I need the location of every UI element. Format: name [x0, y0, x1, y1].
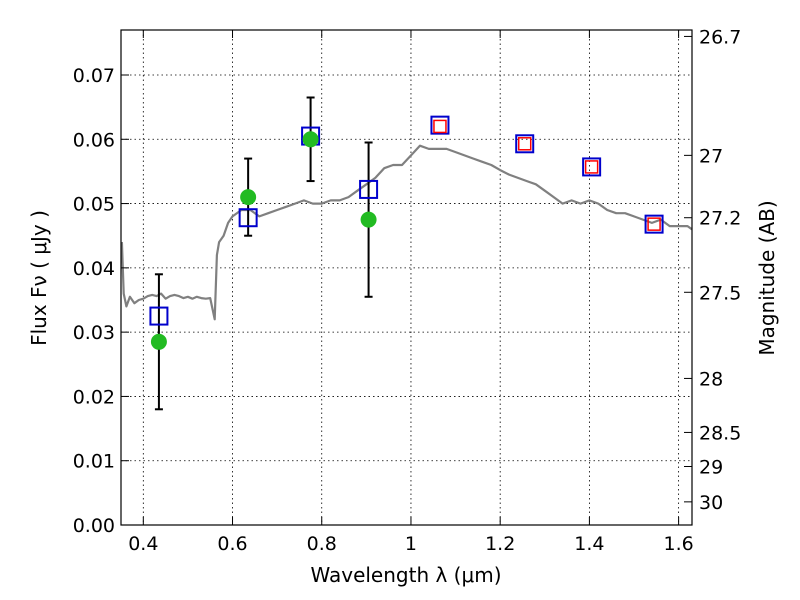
markers — [149, 115, 664, 350]
x-tick-label: 0.6 — [217, 533, 247, 555]
observed-flux-point — [240, 189, 257, 206]
y2-tick-label: 29 — [699, 457, 723, 479]
model-photometry-square — [582, 157, 602, 177]
ticks: 0.4 0.6 0.8 1 1.2 1.4 1.6 0.00 0.01 0.02 0.03 0.04 0… — [73, 26, 742, 555]
model-spectrum-line — [120, 144, 693, 321]
x-tick-label: 1 — [405, 533, 417, 555]
y-tick-label: 0.03 — [73, 322, 115, 344]
x-tick-label: 0.4 — [128, 533, 158, 555]
model-photometry-square — [238, 208, 258, 228]
x-tick-label: 1.2 — [485, 533, 515, 555]
axes — [120, 29, 693, 526]
y2-tick-label: 30 — [699, 492, 723, 514]
model-photometry-square — [430, 115, 450, 135]
model-photometry-square — [149, 306, 169, 326]
x-axis-label: Wavelength λ (μm) — [310, 563, 501, 587]
y-tick-label: 0.04 — [73, 258, 115, 280]
x-tick-label: 1.4 — [574, 533, 604, 555]
observed-upper-square — [584, 160, 599, 174]
y-tick-label: 0.01 — [73, 451, 115, 473]
model-photometry-square — [359, 179, 379, 199]
observed-upper-square — [647, 217, 661, 231]
y2-tick-label: 28.5 — [699, 422, 741, 444]
y-tick-label: 0.06 — [73, 129, 115, 151]
plot-frame — [120, 29, 693, 526]
observed-flux-point — [302, 131, 319, 148]
model-photometry-square — [515, 134, 535, 154]
y2-axis-label: Magnitude (AB) — [755, 200, 779, 355]
y-tick-label: 0.02 — [73, 386, 115, 408]
observed-upper-square — [517, 137, 532, 151]
model-spectrum-layer — [120, 144, 693, 321]
y2-tick-label: 27.2 — [699, 208, 741, 230]
y2-tick-label: 27.5 — [699, 282, 741, 304]
y2-tick-label: 27 — [699, 145, 723, 167]
y2-tick-label: 28 — [699, 368, 723, 390]
y-tick-label: 0.00 — [73, 515, 115, 537]
y2-tick-label: 26.7 — [699, 26, 741, 48]
x-tick-label: 1.6 — [664, 533, 694, 555]
observed-flux-point — [360, 211, 377, 228]
error-bars — [154, 96, 373, 411]
grid-lines — [121, 30, 692, 526]
y-axis-label: Flux Fν ( μJy ) — [27, 210, 51, 346]
y-tick-label: 0.07 — [73, 65, 115, 87]
observed-upper-square — [433, 119, 447, 134]
y-tick-label: 0.05 — [73, 194, 115, 216]
observed-flux-point — [150, 333, 167, 350]
x-tick-label: 0.8 — [307, 533, 337, 555]
model-photometry-square — [644, 214, 664, 234]
